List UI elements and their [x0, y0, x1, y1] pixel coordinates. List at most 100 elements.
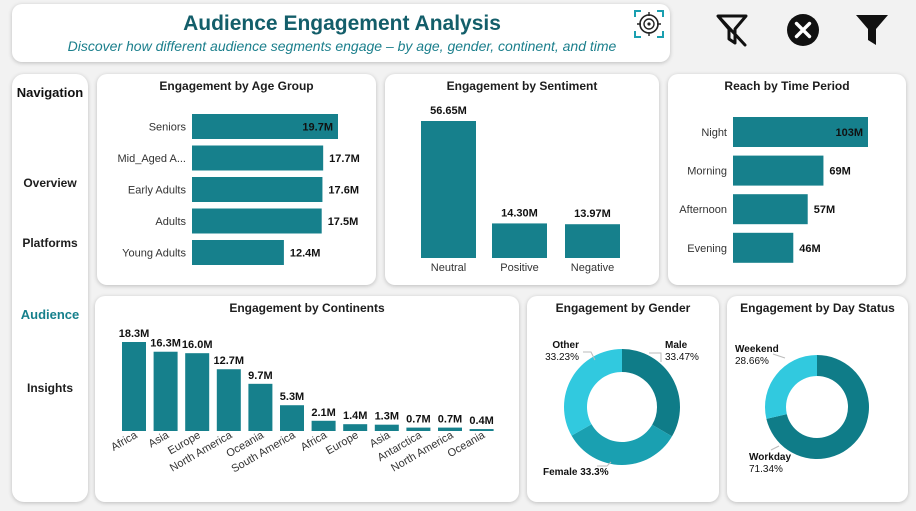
- age-bar: [192, 145, 324, 171]
- header-card: Audience Engagement Analysis Discover ho…: [12, 4, 670, 62]
- gender-slice-value: 33.23%: [545, 352, 579, 363]
- continents-data-label: 18.3M: [119, 328, 150, 340]
- day-slice-name: Workday: [749, 452, 791, 463]
- gender-leader-line: [583, 351, 596, 361]
- age-category-label: Adults: [155, 216, 186, 228]
- continents-data-label: 9.7M: [248, 370, 272, 382]
- age-data-label: 12.4M: [290, 248, 321, 260]
- day-slice-value: 28.66%: [735, 356, 769, 367]
- age-bar: [192, 177, 323, 202]
- gender-slice-name: Male: [665, 340, 688, 351]
- clear-filter-icon[interactable]: [714, 12, 750, 48]
- day-slice-workday: [766, 355, 869, 459]
- time-category-label: Night: [701, 127, 727, 139]
- gender-chart-card: Engagement by Gender Male 33.47% Female 33…: [527, 296, 719, 502]
- sentiment-data-label: 13.97M: [574, 208, 611, 220]
- sentiment-chart: 56.65M Neutral 14.30M Positive 13.97M Negativ…: [421, 105, 620, 274]
- sentiment-category-label: Neutral: [431, 262, 466, 274]
- time-category-label: Afternoon: [679, 204, 727, 216]
- page-subtitle: Discover how different audience segments…: [67, 38, 617, 54]
- continents-chart: 18.3MAfrica16.3MAsia16.0MEurope12.7MNort…: [109, 328, 494, 475]
- time-category-label: Evening: [687, 243, 727, 255]
- sentiment-category-label: Negative: [571, 262, 614, 274]
- age-chart-card: Engagement by Age Group Seniors 19.7M Mid_…: [97, 74, 376, 285]
- day-slice-weekend: [765, 355, 817, 419]
- navigation-title: Navigation: [16, 85, 84, 100]
- gender-slice-male: [622, 349, 680, 437]
- nav-item-platforms[interactable]: Platforms: [22, 236, 78, 250]
- time-bar: [733, 194, 808, 225]
- day-chart-title: Engagement by Day Status: [740, 301, 895, 315]
- continents-data-label: 0.7M: [438, 414, 462, 426]
- continents-chart-card: Engagement by Continents 18.3M Africa 16.3…: [95, 296, 519, 502]
- continents-data-label: 16.0M: [182, 339, 213, 351]
- continents-bar: [216, 369, 241, 431]
- day-chart-card: Engagement by Day Status Workday 71.34% We…: [727, 296, 908, 502]
- filter-icon[interactable]: [854, 12, 890, 48]
- nav-item-overview[interactable]: Overview: [23, 176, 77, 190]
- sentiment-chart-title: Engagement by Sentiment: [446, 79, 598, 93]
- age-category-label: Young Adults: [122, 248, 186, 260]
- gender-slice-value: 33.47%: [665, 352, 699, 363]
- page-title: Audience Engagement Analysis: [183, 12, 501, 35]
- continents-bar: [185, 353, 210, 431]
- sentiment-data-label: 14.30M: [501, 207, 538, 219]
- sentiment-chart-card: Engagement by Sentiment 56.65M Neutral 14.…: [385, 74, 659, 285]
- sentiment-bar: [421, 121, 476, 258]
- day-leader-line: [772, 353, 786, 359]
- continents-bar: [469, 429, 494, 431]
- age-data-label: 17.6M: [328, 185, 359, 197]
- sentiment-data-label: 56.65M: [430, 105, 467, 117]
- continents-bar: [343, 424, 368, 431]
- time-chart: Night 103M Morning 69M Afternoon 57M Evening 46…: [679, 117, 868, 263]
- age-category-label: Early Adults: [128, 185, 187, 197]
- continents-bar: [122, 342, 146, 431]
- continents-data-label: 1.4M: [343, 410, 367, 422]
- day-slice-value: 71.34%: [749, 464, 783, 475]
- age-bar: [192, 208, 322, 234]
- day-leader-line: [770, 445, 780, 451]
- navigation-panel: Navigation Overview Platforms Audience I…: [12, 74, 88, 502]
- time-bar: [733, 232, 794, 263]
- age-category-label: Mid_Aged A...: [118, 153, 187, 165]
- continents-data-label: 0.4M: [469, 415, 493, 427]
- continents-data-label: 1.3M: [375, 411, 399, 423]
- time-chart-title: Reach by Time Period: [724, 79, 850, 93]
- day-slice-name: Weekend: [735, 344, 779, 355]
- time-bar: [733, 117, 868, 147]
- continents-chart-title: Engagement by Continents: [229, 301, 385, 315]
- continents-bar: [280, 405, 304, 431]
- continents-data-label: 5.3M: [280, 391, 304, 403]
- gender-chart-title: Engagement by Gender: [555, 301, 691, 315]
- gender-leader-line: [649, 352, 662, 362]
- gender-slice-name: Other: [552, 340, 579, 351]
- age-category-label: Seniors: [149, 122, 187, 134]
- continents-bar: [311, 420, 336, 431]
- continents-data-label: 16.3M: [150, 338, 181, 350]
- sentiment-bar: [492, 223, 547, 258]
- gender-leader-line: [597, 461, 612, 467]
- age-bar: [192, 240, 284, 265]
- age-data-label: 17.7M: [329, 153, 360, 165]
- gender-slice-label: Female 33.3%: [543, 467, 609, 478]
- continents-bar: [153, 351, 178, 431]
- age-chart: Seniors 19.7M Mid_Aged A... 17.7M Early Adul…: [118, 114, 360, 265]
- gender-slice-female: [571, 424, 672, 465]
- nav-item-audience[interactable]: Audience: [20, 307, 80, 322]
- age-data-label: 19.7M: [302, 122, 333, 134]
- sentiment-category-label: Positive: [500, 262, 539, 274]
- time-chart-card: Reach by Time Period Night 103M Morning 69M…: [668, 74, 906, 285]
- time-data-label: 69M: [829, 166, 850, 178]
- close-icon[interactable]: [785, 12, 821, 48]
- nav-item-insights[interactable]: Insights: [26, 381, 73, 395]
- gender-slice-other: [564, 349, 622, 436]
- continents-category-label: Africa: [109, 429, 140, 454]
- target-logo-icon[interactable]: [632, 8, 666, 40]
- age-data-label: 17.5M: [328, 216, 359, 228]
- continents-category-label: Europe: [324, 429, 361, 457]
- age-chart-title: Engagement by Age Group: [159, 79, 314, 93]
- continents-bar: [374, 424, 399, 431]
- time-data-label: 46M: [799, 243, 820, 255]
